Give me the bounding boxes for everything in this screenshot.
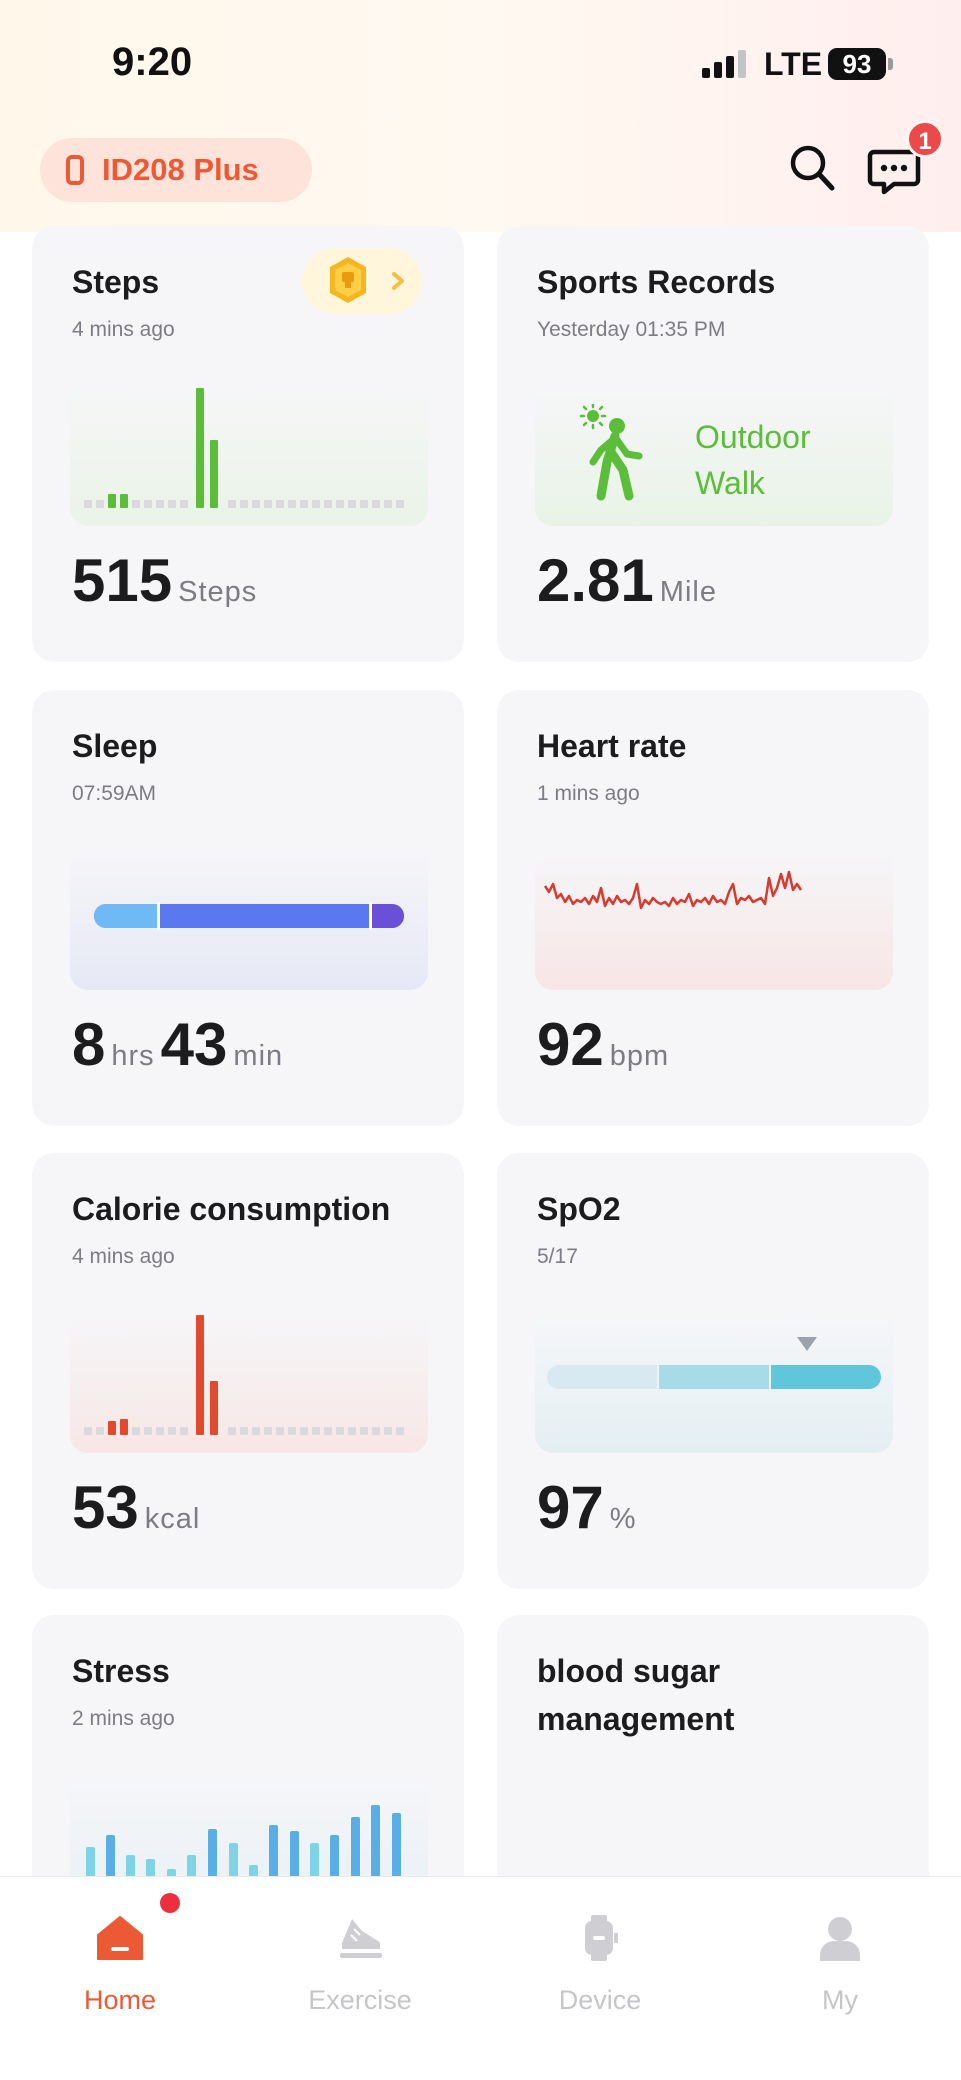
- nav-label: Exercise: [308, 1985, 412, 2015]
- home-notification-dot: [160, 1893, 180, 1913]
- calorie-card[interactable]: Calorie consumption 4 mins ago: [32, 1153, 464, 1589]
- spo2-value: 97 %: [537, 1474, 637, 1541]
- status-bar: 9:20 LTE 93: [0, 0, 961, 120]
- battery-level: 93: [828, 48, 886, 80]
- card-title: Calorie consumption: [72, 1191, 391, 1227]
- heart-rate-card[interactable]: Heart rate 1 mins ago 92 bpm: [497, 690, 929, 1126]
- nav-my[interactable]: My: [720, 1877, 960, 2080]
- blood-sugar-card[interactable]: blood sugar management: [497, 1615, 929, 1915]
- search-icon[interactable]: [788, 142, 836, 194]
- card-title: SpO2: [537, 1191, 621, 1227]
- achievement-button[interactable]: [302, 248, 422, 314]
- card-subtitle: 4 mins ago: [72, 318, 175, 341]
- signal-icon: [702, 50, 750, 78]
- steps-chart: [70, 384, 428, 526]
- activity-name-line1: Outdoor: [695, 419, 811, 455]
- card-title: Steps: [72, 264, 160, 300]
- card-subtitle: Yesterday 01:35 PM: [537, 318, 726, 341]
- card-title: Heart rate: [537, 728, 687, 764]
- walking-icon: [579, 404, 643, 501]
- card-title: Stress: [72, 1653, 170, 1689]
- nav-exercise[interactable]: Exercise: [240, 1877, 480, 2080]
- status-time: 9:20: [112, 40, 193, 84]
- sleep-card[interactable]: Sleep 07:59AM 8 hrs 43 min: [32, 690, 464, 1126]
- steps-value: 515 Steps: [72, 547, 258, 614]
- trophy-icon: [330, 257, 404, 303]
- calorie-chart: [70, 1311, 428, 1453]
- sleep-chart: [70, 848, 428, 990]
- stress-card[interactable]: Stress 2 mins ago: [32, 1615, 464, 1915]
- watch-icon: [66, 155, 84, 185]
- device-selector[interactable]: ID208 Plus: [40, 138, 312, 202]
- spo2-chart: [535, 1311, 893, 1453]
- card-subtitle: 1 mins ago: [537, 782, 640, 805]
- home-icon: [97, 1916, 143, 1960]
- sleep-duration: 8 hrs 43 min: [72, 1011, 284, 1078]
- notification-badge: 1: [906, 120, 944, 158]
- activity-name-line2: Walk: [695, 465, 765, 501]
- battery-icon: 93: [828, 48, 893, 80]
- nav-device[interactable]: Device: [480, 1877, 720, 2080]
- nav-home[interactable]: Home: [0, 1877, 240, 2080]
- sports-records-card[interactable]: Sports Records Yesterday 01:35 PM Outdoo…: [497, 226, 929, 662]
- card-subtitle: 07:59AM: [72, 782, 157, 805]
- card-title: Sleep: [72, 728, 158, 764]
- distance-value: 2.81 Mile: [537, 547, 717, 614]
- spo2-card[interactable]: SpO2 5/17 97 %: [497, 1153, 929, 1589]
- device-name: ID208 Plus: [102, 152, 259, 187]
- network-label: LTE: [764, 46, 823, 82]
- watch-device-icon: [585, 1915, 618, 1961]
- nav-label: My: [822, 1985, 858, 2015]
- calorie-value: 53 kcal: [72, 1474, 201, 1541]
- steps-card[interactable]: Steps 4 mins ago: [32, 226, 464, 662]
- heart-rate-value: 92 bpm: [537, 1011, 670, 1078]
- bottom-nav: Home Exercise Device My: [0, 1876, 961, 2080]
- card-subtitle: 4 mins ago: [72, 1245, 175, 1268]
- nav-label: Home: [83, 1985, 157, 2015]
- card-title: Sports Records: [537, 264, 776, 300]
- nav-label: Device: [558, 1985, 642, 2015]
- heart-rate-chart: [535, 848, 893, 990]
- card-title: blood sugar management: [537, 1653, 735, 1737]
- activity-panel: Outdoor Walk: [535, 384, 893, 526]
- card-subtitle: 2 mins ago: [72, 1707, 175, 1730]
- profile-icon: [820, 1917, 860, 1961]
- card-subtitle: 5/17: [537, 1245, 578, 1268]
- shoe-icon: [340, 1919, 382, 1958]
